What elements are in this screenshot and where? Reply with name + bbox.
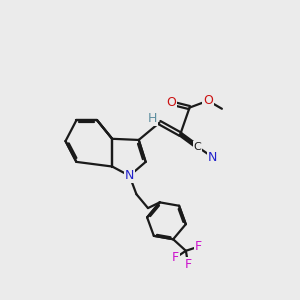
Text: N: N xyxy=(125,169,134,182)
Text: H: H xyxy=(147,112,157,125)
Text: F: F xyxy=(184,258,192,271)
Text: O: O xyxy=(166,97,176,110)
Text: F: F xyxy=(172,251,179,264)
Text: C: C xyxy=(194,142,202,152)
Text: F: F xyxy=(195,240,202,253)
Text: O: O xyxy=(203,94,213,107)
Text: N: N xyxy=(208,151,217,164)
